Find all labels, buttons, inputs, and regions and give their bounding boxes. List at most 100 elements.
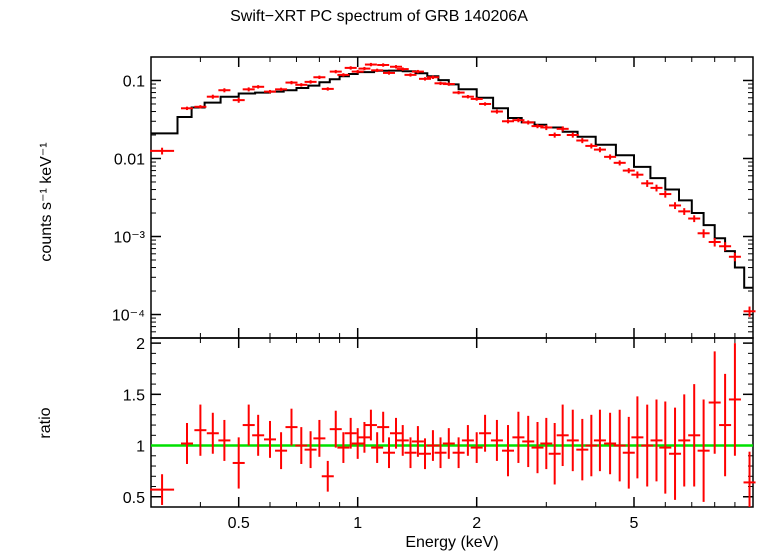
spectrum-data-point	[313, 75, 326, 79]
spectrum-data-point	[566, 132, 579, 138]
ratio-data-point	[631, 396, 644, 479]
x-tick-label: 1	[353, 515, 362, 532]
spectrum-data-point	[604, 154, 617, 160]
spectrum-data-point	[263, 89, 277, 94]
ratio-data-point	[613, 409, 626, 482]
spectrum-data-point	[329, 69, 342, 74]
ratio-data-point	[688, 384, 701, 487]
ratio-data-point	[329, 410, 342, 448]
ratio-data-point	[304, 431, 317, 469]
ratio-data-point	[470, 432, 483, 463]
ratio-data-point	[404, 437, 417, 469]
spectrum-data-point	[344, 66, 357, 70]
spectrum-data-point	[442, 82, 455, 86]
ratio-data-point	[351, 428, 364, 459]
ratio-data-point	[461, 425, 474, 456]
ratio-data-point	[604, 412, 617, 475]
spectrum-y-tick-label: 10⁻³	[113, 230, 145, 247]
spectrum-y-tick-label: 0.01	[114, 151, 145, 168]
spectrum-data-point	[688, 215, 701, 223]
spectrum-data-point	[411, 69, 424, 74]
chart-title: Swift−XRT PC spectrum of GRB 140206A	[230, 8, 528, 25]
ratio-plot-frame	[150, 337, 754, 508]
ratio-data-point	[566, 409, 579, 472]
ratio-data-point	[418, 438, 432, 470]
spectrum-data-point	[585, 143, 598, 149]
ratio-data-point	[442, 428, 455, 459]
ratio-data-point	[641, 404, 654, 487]
ratio-data-point	[337, 432, 350, 463]
spectrum-y-axis-label: counts s⁻¹ keV⁻¹	[38, 142, 55, 262]
ratio-data-point	[358, 421, 371, 453]
ratio-data-point	[194, 404, 207, 456]
ratio-data-point	[313, 419, 326, 457]
spectrum-data-point	[252, 85, 265, 89]
ratio-data-point	[622, 416, 635, 489]
ratio-y-tick-label: 1	[136, 439, 145, 456]
spectrum-data-point	[180, 106, 194, 111]
spectrum-data-point	[295, 83, 308, 87]
spectrum-data-point	[206, 94, 219, 99]
ratio-y-axis-label: ratio	[37, 407, 54, 439]
ratio-data-point	[206, 412, 219, 454]
spectrum-data-point	[371, 68, 384, 73]
spectrum-data-point	[396, 67, 409, 71]
spectrum-data-point	[418, 77, 432, 81]
ratio-data-point	[540, 417, 553, 470]
spectrum-data-point	[194, 105, 207, 109]
spectrum-data-point	[150, 147, 175, 155]
spectrum-data-point	[613, 160, 626, 166]
spectrum-data-point	[728, 252, 741, 262]
ratio-data-point	[548, 423, 561, 485]
spectrum-data-point	[321, 87, 334, 91]
spectrum-data-point	[285, 80, 298, 85]
spectrum-data-point	[669, 202, 682, 210]
x-axis-label: Energy (keV)	[405, 534, 499, 551]
spectrum-data-point	[540, 125, 553, 131]
ratio-data-point	[501, 425, 515, 477]
spectrum-data-point	[719, 242, 732, 251]
ratio-data-point	[321, 460, 334, 492]
spectrum-data-point	[512, 118, 525, 123]
ratio-data-point	[728, 343, 741, 456]
spectrum-data-point	[743, 306, 756, 317]
ratio-data-point	[522, 415, 535, 468]
spectrum-data-point	[556, 126, 569, 132]
ratio-y-tick-label: 2	[136, 336, 145, 353]
ratio-data-point	[377, 411, 390, 443]
spectrum-data-point	[364, 62, 377, 67]
ratio-data-point	[389, 417, 403, 449]
ratio-data-point	[426, 430, 439, 461]
ratio-data-point	[650, 399, 663, 482]
spectrum-data-point	[650, 184, 663, 192]
spectrum-data-point	[593, 147, 606, 153]
ratio-data-point	[556, 404, 569, 467]
spectrum-panel: 0.1 0.01 10⁻³ 10⁻⁴	[112, 56, 756, 339]
ratio-data-point	[531, 421, 544, 474]
ratio-data-point	[252, 414, 265, 456]
ratio-data-point	[697, 399, 710, 502]
ratio-data-point	[180, 423, 194, 464]
spectrum-data-point	[490, 109, 503, 114]
spectrum-data-point	[479, 102, 492, 106]
ratio-y-tick-label: 1.5	[123, 387, 145, 404]
ratio-data-point	[719, 373, 732, 477]
spectrum-data-point	[631, 171, 644, 179]
spectrum-data-point	[697, 229, 710, 238]
spectrum-data-point	[242, 87, 255, 92]
spectrum-data-point	[275, 87, 288, 92]
spectrum-data-point	[404, 73, 417, 77]
spectrum-data-point	[389, 65, 403, 69]
ratio-data-point	[344, 417, 357, 449]
spectrum-data-point	[426, 75, 439, 79]
ratio-data-point	[490, 419, 503, 461]
ratio-data-point	[512, 411, 525, 463]
ratio-data-point	[150, 474, 175, 505]
model-step-line	[151, 69, 753, 289]
ratio-data-point	[669, 407, 682, 500]
spectrum-data-point	[304, 80, 317, 84]
x-tick-label: 5	[630, 515, 639, 532]
ratio-data-point	[295, 427, 308, 464]
ratio-data-point	[576, 418, 589, 481]
